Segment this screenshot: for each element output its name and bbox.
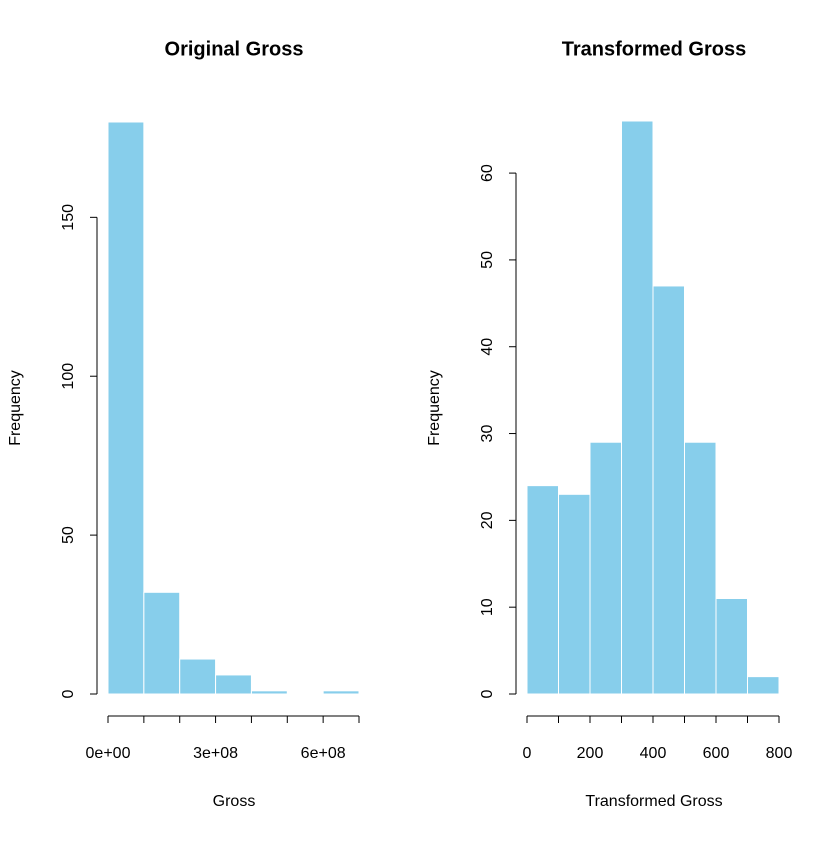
x-tick-label: 400 [640,745,667,762]
x-tick-label: 800 [766,745,793,762]
bar [322,690,360,695]
x-axis-label: Transformed Gross [585,793,722,810]
chart-title: Original Gross [165,38,304,60]
y-tick-label: 100 [60,363,77,390]
bar [621,120,654,695]
y-tick-label: 0 [60,689,77,698]
y-tick-label: 0 [479,689,496,698]
chart-title: Transformed Gross [562,38,747,60]
y-tick-label: 10 [479,598,496,616]
x-axis-label: Gross [213,793,256,810]
bar [250,690,288,695]
bar [652,285,685,695]
bar [107,121,145,695]
bar [589,441,622,695]
y-tick-label: 50 [479,251,496,269]
bar [558,493,591,695]
y-tick-label: 40 [479,338,496,356]
bar [143,591,181,695]
bar [715,598,748,695]
bar [747,676,780,695]
x-tick-label: 6e+08 [301,745,346,762]
y-tick-label: 20 [479,511,496,529]
x-tick-label: 600 [703,745,730,762]
x-tick-label: 0e+00 [86,745,131,762]
bar [684,441,717,695]
y-tick-label: 150 [60,204,77,231]
bar [179,658,217,695]
x-tick-label: 200 [577,745,604,762]
y-tick-label: 60 [479,164,496,182]
x-tick-label: 0 [523,745,532,762]
x-tick-label: 3e+08 [193,745,238,762]
y-tick-label: 50 [60,526,77,544]
y-tick-label: 30 [479,425,496,443]
y-axis-label: Frequency [426,370,443,446]
y-axis-label: Frequency [7,370,24,446]
bar [215,674,252,695]
bar [526,485,559,695]
